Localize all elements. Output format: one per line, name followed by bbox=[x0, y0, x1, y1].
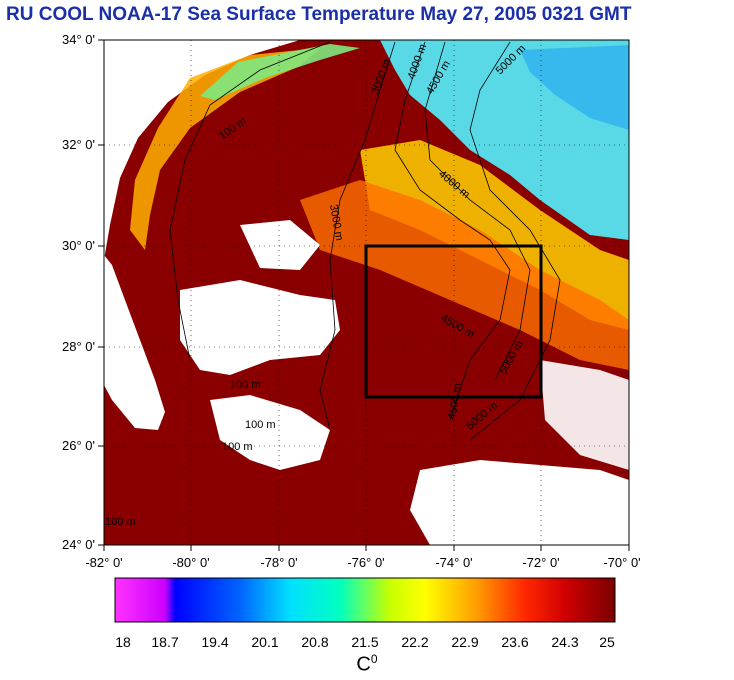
lat-tick-label: 30° 0' bbox=[62, 238, 95, 253]
lon-axis bbox=[103, 545, 630, 551]
cloud-region-2 bbox=[240, 220, 320, 270]
contour-label: 100 m bbox=[105, 516, 136, 528]
study-area-box bbox=[364, 244, 543, 399]
orange-band bbox=[300, 180, 629, 370]
lon-tick-label: -72° 0' bbox=[522, 555, 559, 570]
colorbar-tick-label: 20.8 bbox=[301, 634, 328, 650]
bahamas-region bbox=[210, 395, 330, 470]
land-florida bbox=[104, 255, 165, 430]
lat-tick-label: 32° 0' bbox=[62, 137, 95, 152]
colorbar-tick-label: 22.2 bbox=[401, 634, 428, 650]
lat-tick-label: 28° 0' bbox=[62, 339, 95, 354]
lat-tick-labels: 34° 0' 32° 0' 30° 0' 28° 0' 26° 0' 24° 0… bbox=[62, 32, 95, 552]
lon-tick-label: -74° 0' bbox=[435, 555, 472, 570]
lon-tick-label: -70° 0' bbox=[603, 555, 640, 570]
coastal-cool-band bbox=[130, 48, 320, 250]
colorbar-tick-label: 18.7 bbox=[151, 634, 178, 650]
cloud-region-se bbox=[410, 460, 629, 545]
colorbar-ticks: 18 18.7 19.4 20.1 20.8 21.5 22.2 22.9 23.6 24.3 25 bbox=[115, 634, 615, 650]
land-usa bbox=[104, 40, 300, 260]
coastal-green-band bbox=[200, 44, 360, 100]
lon-tick-label: -78° 0' bbox=[260, 555, 297, 570]
grid-lines bbox=[104, 40, 629, 545]
colorbar-tick-label: 23.6 bbox=[501, 634, 528, 650]
lon-tick-label: -76° 0' bbox=[347, 555, 384, 570]
lat-axis bbox=[98, 39, 104, 546]
lat-tick-label: 24° 0' bbox=[62, 537, 95, 552]
contour-label: 100 m bbox=[222, 441, 253, 453]
colorbar bbox=[114, 577, 616, 623]
cloud-region-east bbox=[540, 360, 629, 470]
cloud-region-1 bbox=[180, 280, 340, 375]
lon-tick-label: -80° 0' bbox=[172, 555, 209, 570]
lon-tick-label: -82° 0' bbox=[85, 555, 122, 570]
cool-water-ne-inner bbox=[520, 45, 629, 130]
colorbar-tick-label: 21.5 bbox=[351, 634, 378, 650]
contour-label: 100 m bbox=[230, 379, 261, 391]
colorbar-tick-label: 19.4 bbox=[201, 634, 228, 650]
lon-tick-labels: -82° 0' -80° 0' -78° 0' -76° 0' -74° 0' … bbox=[85, 555, 640, 570]
colorbar-tick-label: 24.3 bbox=[551, 634, 578, 650]
lat-tick-label: 34° 0' bbox=[62, 32, 95, 47]
colorbar-tick-label: 20.1 bbox=[251, 634, 278, 650]
colorbar-tick-label: 18 bbox=[115, 634, 131, 650]
chart-title: RU COOL NOAA-17 Sea Surface Temperature … bbox=[6, 4, 632, 25]
colorbar-unit: C0 bbox=[356, 652, 378, 676]
contour-label: 100 m bbox=[245, 419, 276, 431]
colorbar-tick-label: 25 bbox=[599, 634, 615, 650]
lat-tick-label: 26° 0' bbox=[62, 438, 95, 453]
bathymetry-contours bbox=[169, 41, 561, 441]
colorbar-tick-label: 22.9 bbox=[451, 634, 478, 650]
